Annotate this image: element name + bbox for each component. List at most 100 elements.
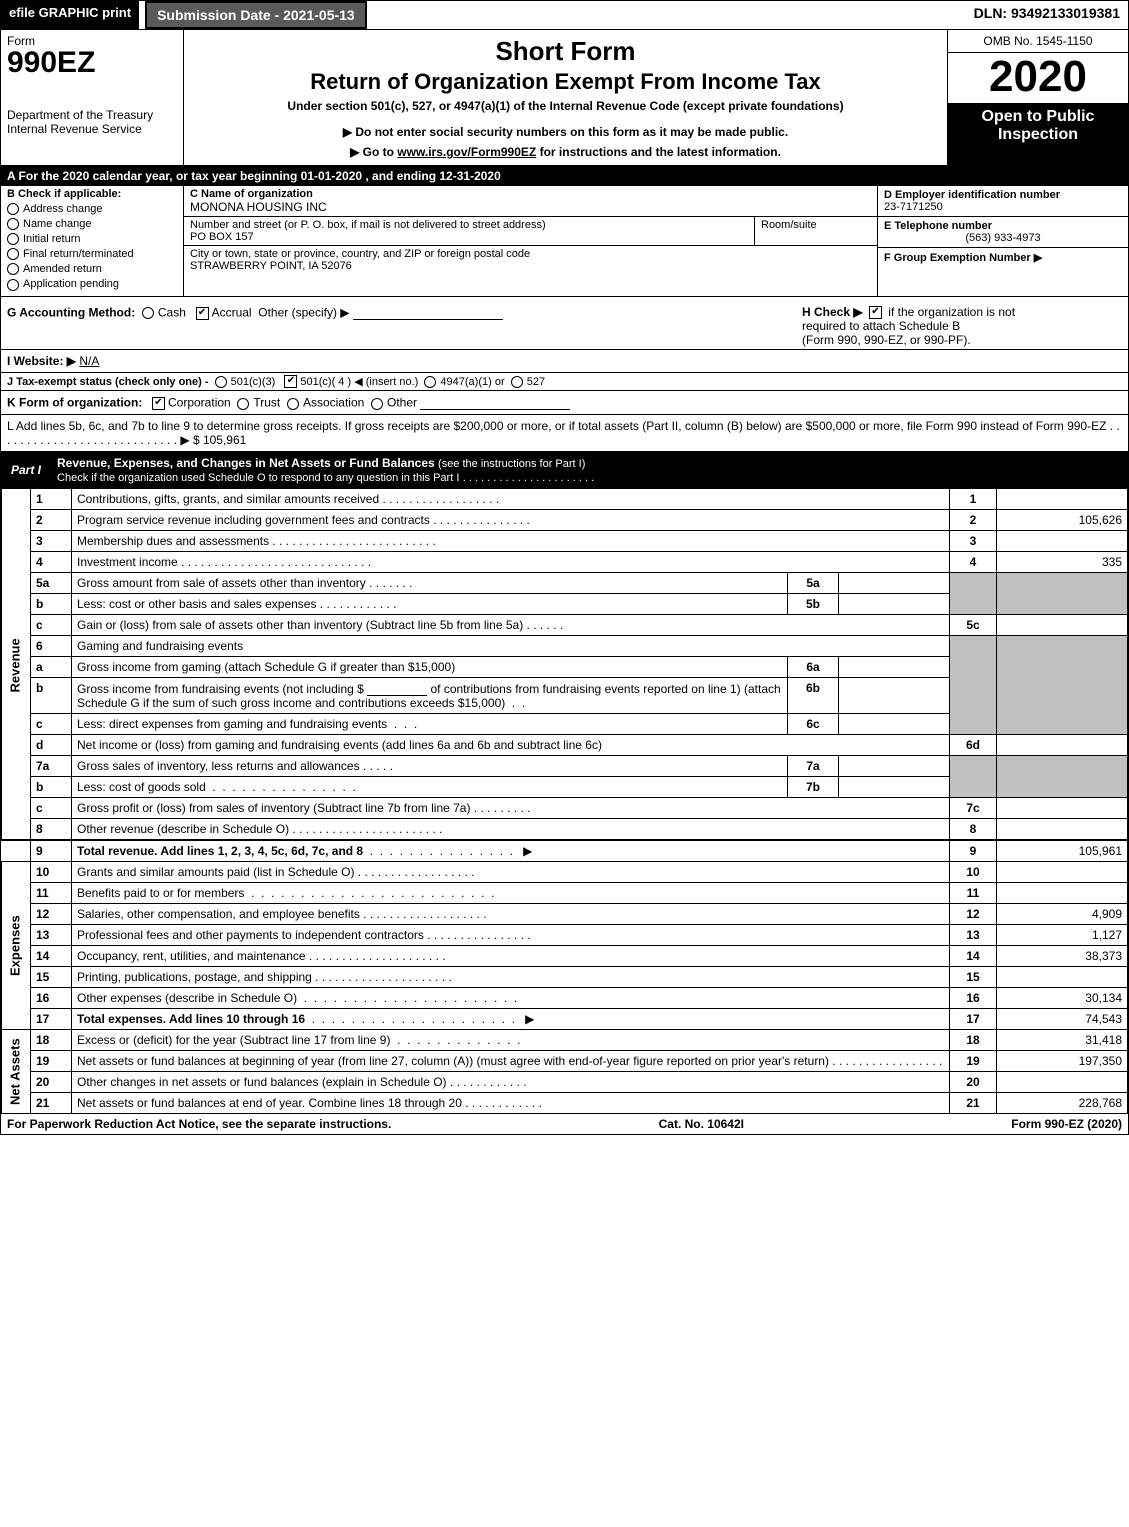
table-row: 21 Net assets or fund balances at end of…: [2, 1093, 1128, 1114]
table-row: Net Assets 18 Excess or (deficit) for th…: [2, 1030, 1128, 1051]
fundraising-amount-field[interactable]: [367, 681, 427, 696]
section-b: B Check if applicable: Address change Na…: [1, 186, 184, 296]
under-section-text: Under section 501(c), 527, or 4947(a)(1)…: [194, 99, 937, 113]
dept-treasury: Department of the Treasury Internal Reve…: [7, 108, 177, 136]
chk-501c[interactable]: [284, 375, 297, 388]
k-other: Other: [387, 396, 417, 410]
line-num: 20: [31, 1072, 72, 1093]
line-desc: Investment income . . . . . . . . . . . …: [72, 552, 950, 573]
website-value: N/A: [79, 354, 99, 368]
line-desc: Other revenue (describe in Schedule O) .…: [72, 819, 950, 841]
chk-other[interactable]: [371, 398, 383, 410]
table-row: 12 Salaries, other compensation, and emp…: [2, 904, 1128, 925]
header-center: Short Form Return of Organization Exempt…: [184, 30, 947, 165]
line-amount: [997, 798, 1128, 819]
goto-link-line: ▶ Go to www.irs.gov/Form990EZ for instru…: [194, 145, 937, 159]
k-other-field[interactable]: [420, 395, 570, 410]
line-amount: [997, 615, 1128, 636]
chk-501c3[interactable]: [215, 376, 227, 388]
table-row: 14 Occupancy, rent, utilities, and maint…: [2, 946, 1128, 967]
line-ref: 21: [950, 1093, 997, 1114]
chk-trust[interactable]: [237, 398, 249, 410]
table-row: 6 Gaming and fundraising events: [2, 636, 1128, 657]
line-desc: Total revenue. Add lines 1, 2, 3, 4, 5c,…: [72, 840, 950, 862]
line-num: c: [31, 615, 72, 636]
line-num: 13: [31, 925, 72, 946]
chk-accrual[interactable]: [196, 307, 209, 320]
line-amount: [997, 1072, 1128, 1093]
part-i-checkline: Check if the organization used Schedule …: [57, 472, 459, 484]
sub-val: [839, 573, 950, 594]
section-h-suf1: if the organization is not: [888, 305, 1015, 319]
section-f: F Group Exemption Number ▶: [878, 248, 1128, 267]
line-desc: Net assets or fund balances at end of ye…: [72, 1093, 950, 1114]
table-row: 19 Net assets or fund balances at beginn…: [2, 1051, 1128, 1072]
line-num: 7a: [31, 756, 72, 777]
chk-527[interactable]: [511, 376, 523, 388]
table-row: 3 Membership dues and assessments . . . …: [2, 531, 1128, 552]
sub-ref: 7b: [788, 777, 839, 798]
section-c: C Name of organization MONONA HOUSING IN…: [184, 186, 877, 217]
line-amount: 31,418: [997, 1030, 1128, 1051]
ein-value: 23-7171250: [884, 201, 943, 213]
line-desc: Gaming and fundraising events: [72, 636, 950, 657]
chk-schedule-b[interactable]: [869, 306, 882, 319]
line-ref: 2: [950, 510, 997, 531]
table-row: 16 Other expenses (describe in Schedule …: [2, 988, 1128, 1009]
line-num: 6: [31, 636, 72, 657]
table-row: 7a Gross sales of inventory, less return…: [2, 756, 1128, 777]
line-desc: Less: direct expenses from gaming and fu…: [72, 714, 788, 735]
chk-corporation[interactable]: [152, 397, 165, 410]
j-opt2: 501(c)( 4 ) ◀ (insert no.): [300, 376, 418, 388]
line-desc: Net income or (loss) from gaming and fun…: [72, 735, 950, 756]
omb-number: OMB No. 1545-1150: [948, 30, 1128, 53]
line-num: 19: [31, 1051, 72, 1072]
line-desc: Other expenses (describe in Schedule O) …: [72, 988, 950, 1009]
line-num: 17: [31, 1009, 72, 1030]
chk-4947[interactable]: [424, 376, 436, 388]
chk-amended-return[interactable]: Amended return: [7, 263, 177, 275]
chk-name-change[interactable]: Name change: [7, 218, 177, 230]
chk-label: Amended return: [23, 263, 102, 275]
open-to-public: Open to Public Inspection: [948, 104, 1128, 165]
k-assoc: Association: [303, 396, 364, 410]
table-row: 2 Program service revenue including gove…: [2, 510, 1128, 531]
chk-initial-return[interactable]: Initial return: [7, 233, 177, 245]
line-amount: [997, 489, 1128, 510]
sub-ref: 7a: [788, 756, 839, 777]
table-row: 9 Total revenue. Add lines 1, 2, 3, 4, 5…: [2, 840, 1128, 862]
line-ref: 18: [950, 1030, 997, 1051]
chk-association[interactable]: [287, 398, 299, 410]
cat-no: Cat. No. 10642I: [659, 1117, 744, 1131]
efile-graphic-print[interactable]: efile GRAPHIC print: [1, 1, 139, 29]
section-e-label: E Telephone number: [884, 220, 992, 232]
shaded-cell: [997, 573, 1128, 615]
line-ref: 9: [950, 840, 997, 862]
table-row: c Gain or (loss) from sale of assets oth…: [2, 615, 1128, 636]
irs-link[interactable]: www.irs.gov/Form990EZ: [397, 145, 536, 159]
chk-final-return[interactable]: Final return/terminated: [7, 248, 177, 260]
line-amount: 105,626: [997, 510, 1128, 531]
spacer: [367, 1, 966, 29]
dept-line2: Internal Revenue Service: [7, 122, 177, 136]
section-i: I Website: ▶ N/A: [1, 350, 1128, 373]
sub-ref: 6a: [788, 657, 839, 678]
city-cell: City or town, state or province, country…: [184, 246, 877, 274]
part-i-check[interactable]: [1092, 463, 1128, 477]
part-i-label: Part I: [1, 460, 51, 480]
table-row: 20 Other changes in net assets or fund b…: [2, 1072, 1128, 1093]
table-row: 11 Benefits paid to or for members . . .…: [2, 883, 1128, 904]
form-header: Form 990EZ Department of the Treasury In…: [1, 30, 1128, 167]
entity-right: D Employer identification number 23-7171…: [877, 186, 1128, 296]
chk-address-change[interactable]: Address change: [7, 203, 177, 215]
other-specify-field[interactable]: [353, 305, 503, 320]
line-ref: 1: [950, 489, 997, 510]
line-amount: [997, 883, 1128, 904]
table-row: 8 Other revenue (describe in Schedule O)…: [2, 819, 1128, 841]
line-num: c: [31, 798, 72, 819]
chk-cash[interactable]: [142, 307, 154, 319]
chk-application-pending[interactable]: Application pending: [7, 278, 177, 290]
table-row: Revenue 1 Contributions, gifts, grants, …: [2, 489, 1128, 510]
sub-ref: 6c: [788, 714, 839, 735]
section-b-header: B Check if applicable:: [7, 188, 177, 200]
